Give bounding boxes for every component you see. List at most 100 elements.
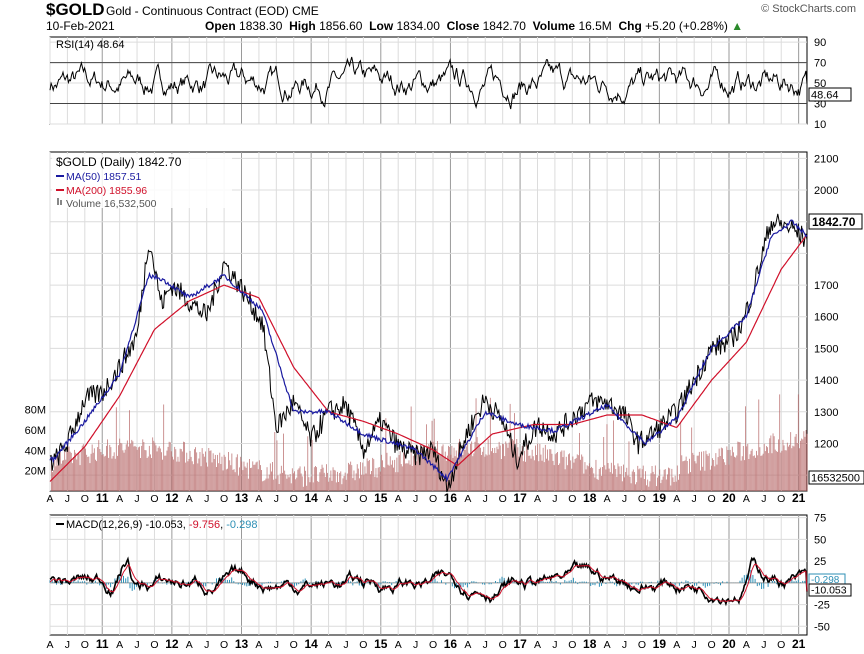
volume-bar: [766, 446, 767, 491]
volume-bar: [675, 481, 677, 491]
volume-bar: [102, 454, 104, 491]
volume-bar: [421, 447, 423, 491]
volume-bar: [289, 474, 291, 491]
volume-bar: [510, 441, 512, 491]
x-axis-label: J: [483, 493, 488, 505]
volume-bar: [326, 464, 327, 491]
volume-bar: [178, 461, 180, 491]
volume-bar: [323, 472, 325, 491]
volume-bar: [206, 462, 207, 491]
x-axis-label: J: [343, 639, 348, 651]
volume-bar: [77, 453, 79, 491]
volume-bar: [739, 442, 741, 491]
volume-bar: [657, 477, 658, 491]
volume-bar: [240, 456, 242, 491]
volume-bar: [494, 447, 496, 491]
volume-bar: [386, 452, 388, 491]
x-axis-label: O: [150, 493, 158, 505]
x-axis-label: J: [622, 493, 627, 505]
volume-bar: [444, 451, 446, 491]
x-axis-label: A: [673, 639, 680, 651]
volume-bar: [70, 452, 72, 491]
macd-y-ticks: 75 50 25 -25 -50: [814, 513, 830, 634]
x-axis-label: O: [290, 493, 298, 505]
volume-bar: [286, 478, 288, 491]
price-last-value: 1842.70: [812, 215, 856, 229]
volume-bar: [425, 455, 426, 491]
volume-bar: [180, 449, 182, 491]
volume-bar: [246, 462, 248, 491]
volume-bar: [245, 467, 247, 491]
volume-bar: [354, 480, 356, 491]
x-axis-label: 16: [444, 491, 458, 505]
price-last-box: [808, 213, 863, 230]
volume-bar: [696, 455, 698, 491]
volume-bar: [485, 454, 487, 491]
volume-bar: [76, 459, 78, 491]
volume-bar: [264, 480, 266, 491]
volume-bar: [84, 447, 85, 491]
volume-bar: [342, 478, 344, 491]
volume-bar: [179, 448, 181, 491]
volume-bar: [268, 474, 270, 491]
volume-bar: [172, 456, 173, 491]
volume-bar: [426, 424, 427, 491]
volume-bar: [143, 442, 145, 491]
volume-bar: [506, 443, 508, 491]
volume-bar: [620, 466, 622, 491]
volume-bar: [252, 461, 254, 491]
volume-bar: [260, 465, 261, 491]
volume-bar: [610, 462, 612, 491]
volume-bar: [464, 450, 466, 491]
volume-bar: [101, 454, 103, 491]
open-label: Open: [205, 19, 236, 33]
volume-bar: [236, 454, 238, 491]
volume-bar: [255, 462, 257, 491]
x-axis-label: A: [325, 639, 332, 651]
volume-bar: [370, 474, 371, 491]
volume-bar: [794, 436, 796, 491]
price-y-tick: 1400: [814, 375, 838, 387]
volume-bar: [294, 471, 295, 491]
volume-bar: [465, 446, 467, 491]
x-axis-label: 19: [653, 637, 667, 651]
volume-bar: [771, 453, 773, 491]
x-axis-label: J: [692, 493, 697, 505]
macd-legend: MACD(12,26,9) -10.053, -9.756, -0.298: [66, 519, 257, 531]
volume-bar: [85, 448, 86, 491]
volume-bar: [213, 459, 215, 491]
volume-bar: [300, 473, 302, 491]
volume-bar: [299, 466, 301, 491]
volume-bar: [546, 458, 547, 491]
volume-bar: [287, 474, 289, 491]
volume-bar: [220, 464, 222, 491]
volume-bar: [229, 460, 231, 491]
exchange-text: CME: [292, 4, 319, 18]
volume-bar: [575, 458, 577, 491]
x-axis-label: A: [743, 639, 750, 651]
volume-bar: [448, 445, 449, 491]
volume-bar: [752, 456, 754, 491]
volume-bar: [243, 461, 245, 491]
volume-bar: [307, 436, 309, 491]
volume-bar: [208, 448, 210, 491]
x-axis-label: A: [46, 493, 53, 505]
volume-bar: [715, 453, 717, 491]
x-axis-label: J: [204, 639, 209, 651]
volume-bar: [366, 458, 368, 491]
volume-bar: [419, 457, 421, 491]
volume-bar: [396, 457, 398, 491]
volume-bar: [756, 450, 757, 491]
price-y-tick: 1200: [814, 438, 838, 450]
x-axis-label: A: [464, 639, 471, 651]
macd-frame: [49, 514, 808, 636]
x-axis-label: O: [150, 639, 158, 651]
rsi-frame: [49, 36, 808, 125]
volume-bar: [661, 479, 663, 491]
volume-bar: [649, 481, 651, 491]
volume-bar: [636, 482, 638, 491]
volume-bar: [202, 453, 204, 491]
x-axis-labels-price: A J O 11 A J O 12 A J O 13 A J O 14 A J O 15 A J O 16 A J O 17 A J O 18…: [46, 491, 805, 505]
volume-bar: [320, 469, 322, 491]
volume-bar: [308, 477, 310, 491]
